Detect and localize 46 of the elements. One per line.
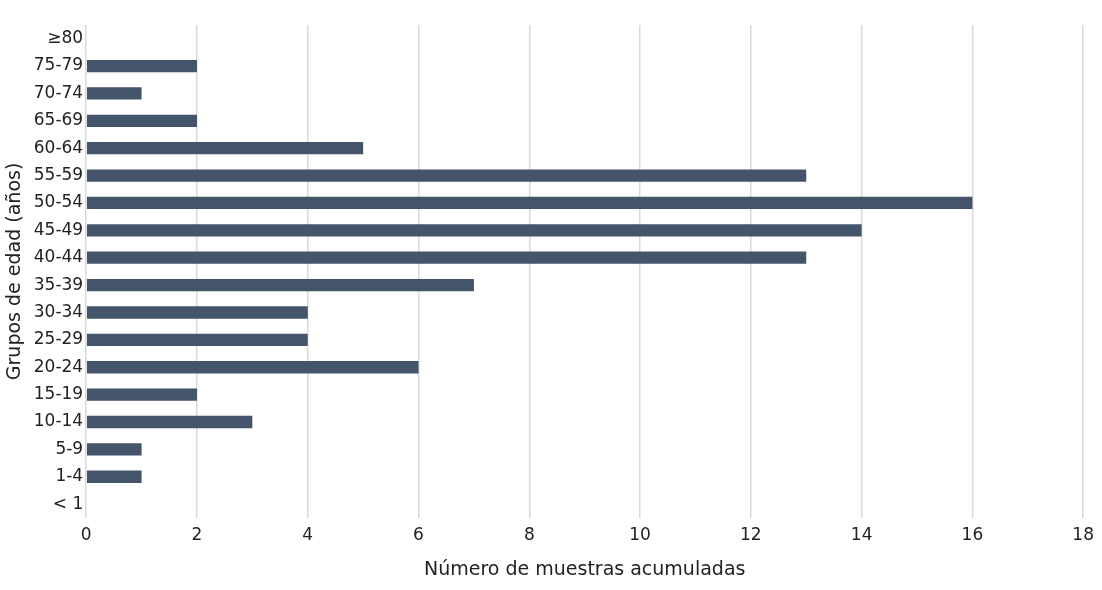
y-tick-label: 25-29 — [33, 328, 84, 349]
bar — [86, 388, 197, 401]
bar — [86, 224, 862, 237]
bar — [86, 87, 142, 100]
x-axis-title: Número de muestras acumuladas — [423, 556, 746, 579]
y-tick-label: 50-54 — [33, 191, 84, 212]
bar — [86, 59, 197, 73]
bar — [86, 415, 253, 429]
y-tick-label: 35-39 — [33, 273, 84, 294]
y-tick-label: 55-59 — [33, 164, 84, 184]
bar — [86, 333, 308, 346]
y-tick-label: 5-9 — [55, 437, 84, 458]
x-tick-label: 18 — [1072, 524, 1094, 545]
bar — [86, 306, 308, 319]
y-tick-label: 10-14 — [33, 410, 84, 431]
y-tick-label: 65-69 — [33, 109, 84, 130]
y-tick-label: 60-64 — [33, 136, 84, 157]
bar — [86, 196, 973, 210]
y-tick-label: 45-49 — [33, 218, 84, 239]
bar — [86, 169, 807, 182]
y-tick-label: 75-79 — [33, 54, 84, 75]
bar — [86, 443, 142, 456]
x-tick-label: 14 — [850, 524, 873, 545]
x-tick-label: 8 — [523, 524, 535, 545]
y-tick-label: 30-34 — [33, 300, 84, 321]
y-tick-label: < 1 — [52, 492, 84, 513]
y-tick-label: 15-19 — [33, 383, 84, 404]
y-tick-label: 1-4 — [55, 465, 84, 486]
x-tick-label: 0 — [80, 524, 92, 545]
y-axis-title: Grupos de edad (años) — [2, 162, 25, 381]
bar — [86, 251, 807, 264]
y-tick-label: 40-44 — [33, 246, 84, 267]
y-tick-label: ≥80 — [47, 27, 84, 48]
x-tick-label: 2 — [191, 524, 203, 545]
y-tick-label: 20-24 — [33, 355, 84, 376]
bar — [86, 470, 142, 483]
bar — [86, 142, 364, 155]
y-tick-label: 70-74 — [33, 81, 84, 102]
x-tick-label: 12 — [740, 524, 762, 545]
x-tick-label: 6 — [413, 524, 424, 545]
x-tick-label: 4 — [302, 524, 314, 545]
bar — [86, 278, 474, 292]
x-tick-label: 16 — [961, 524, 984, 545]
x-tick-label: 10 — [629, 524, 651, 545]
bar — [86, 361, 419, 374]
bar — [86, 114, 197, 127]
